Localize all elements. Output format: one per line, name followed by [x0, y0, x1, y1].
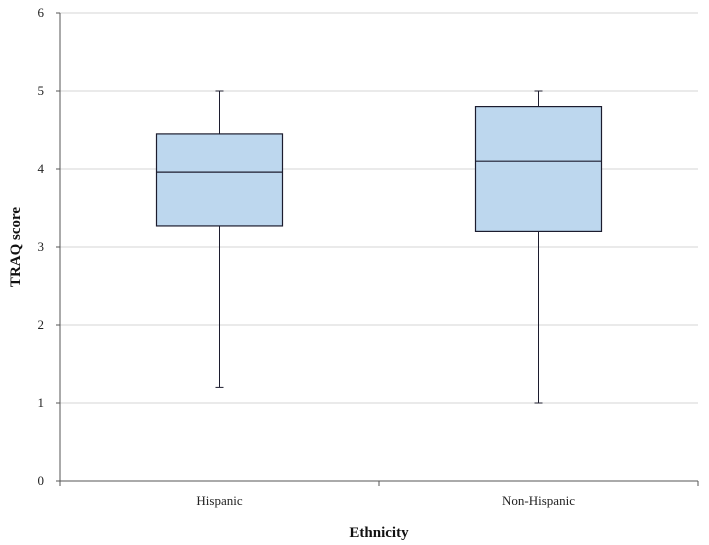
- x-tick-label: Hispanic: [196, 493, 242, 508]
- iqr-box: [474, 105, 603, 233]
- y-tick-label: 3: [38, 239, 45, 254]
- box-hispanic: [155, 90, 284, 388]
- x-tick-label: Non-Hispanic: [502, 493, 575, 508]
- iqr-box: [155, 133, 284, 227]
- box-non-hispanic: [474, 90, 603, 404]
- x-axis-title: Ethnicity: [349, 525, 409, 541]
- boxes: [155, 90, 603, 404]
- y-tick-label: 2: [38, 317, 45, 332]
- y-tick-label: 4: [38, 161, 45, 176]
- y-axis-title: TRAQ score: [8, 207, 24, 287]
- y-tick-label: 1: [38, 395, 45, 410]
- y-tick-label: 5: [38, 83, 45, 98]
- tick-labels: 0 1 2 3 4 5 6 Hispanic Non-Hispanic: [38, 5, 576, 508]
- y-tick-label: 0: [38, 473, 45, 488]
- axes: [56, 12, 699, 486]
- y-tick-label: 6: [38, 5, 45, 20]
- gridlines: [60, 12, 698, 404]
